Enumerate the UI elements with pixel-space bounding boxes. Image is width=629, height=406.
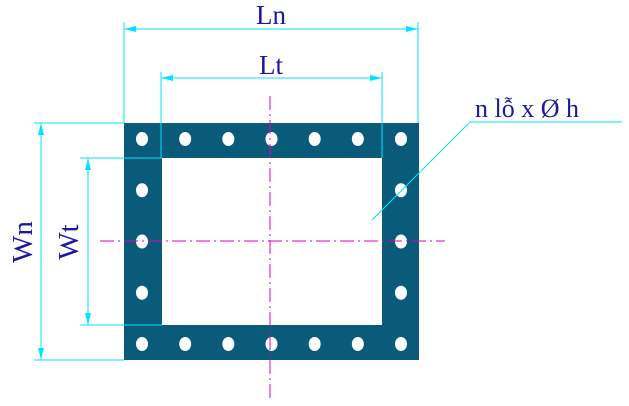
circle-hole-icon bbox=[395, 132, 407, 146]
rectangular-flange bbox=[124, 123, 419, 360]
circle-hole-icon bbox=[136, 285, 148, 300]
circle-hole-icon bbox=[308, 132, 321, 146]
circle-hole-icon bbox=[222, 337, 235, 351]
circle-hole-icon bbox=[395, 285, 407, 300]
holes-note-label: n lỗ x Ø h bbox=[475, 94, 579, 123]
arrow-icon bbox=[124, 26, 136, 32]
inner-length-label: Lt bbox=[259, 50, 283, 80]
circle-hole-icon bbox=[179, 132, 192, 146]
arrow-icon bbox=[85, 158, 91, 170]
circle-hole-icon bbox=[265, 132, 278, 146]
arrow-icon bbox=[370, 75, 382, 81]
dimension-lines bbox=[34, 22, 622, 361]
circle-hole-icon bbox=[265, 337, 278, 351]
arrow-icon bbox=[85, 313, 91, 325]
circle-hole-icon bbox=[351, 132, 364, 146]
holes-leader-line bbox=[371, 121, 471, 221]
circle-hole-icon bbox=[222, 132, 235, 146]
center-lines bbox=[100, 96, 445, 402]
bolt-holes bbox=[136, 132, 407, 351]
inner-width-label: Wt bbox=[53, 224, 85, 259]
circle-hole-icon bbox=[351, 337, 364, 351]
arrow-icon bbox=[38, 348, 44, 360]
circle-hole-icon bbox=[308, 337, 321, 351]
circle-hole-icon bbox=[179, 337, 192, 351]
outer-length-label: Ln bbox=[256, 0, 286, 30]
outer-width-label: Wn bbox=[7, 221, 39, 263]
arrow-icon bbox=[406, 26, 418, 32]
circle-hole-icon bbox=[395, 337, 407, 351]
dimension-arrows bbox=[38, 26, 418, 360]
circle-hole-icon bbox=[136, 183, 148, 198]
arrow-icon bbox=[38, 123, 44, 135]
arrow-icon bbox=[161, 75, 173, 81]
circle-hole-icon bbox=[136, 337, 148, 351]
circle-hole-icon bbox=[136, 132, 148, 146]
